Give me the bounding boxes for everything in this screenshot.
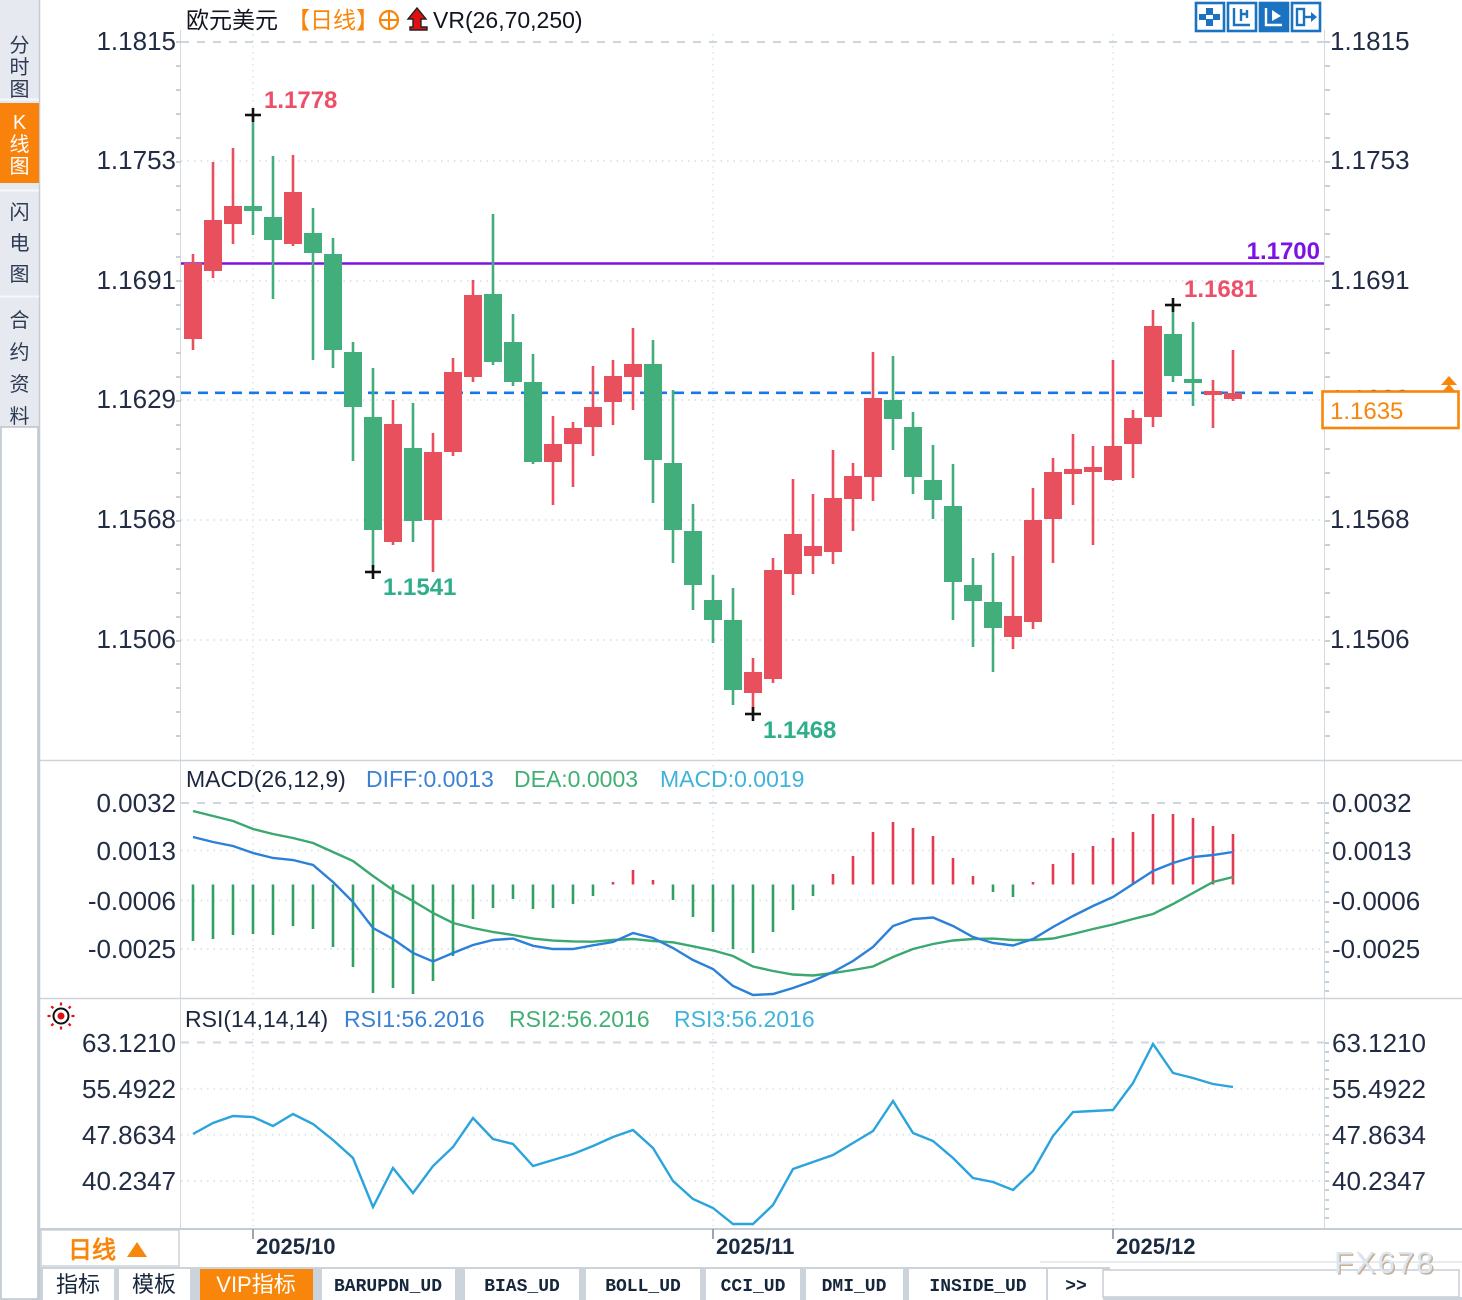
svg-text:1.1506: 1.1506 (1330, 624, 1410, 654)
svg-text:2025/10: 2025/10 (256, 1234, 336, 1259)
svg-text:1.1691: 1.1691 (1330, 265, 1410, 295)
svg-text:欧元美元: 欧元美元 (186, 7, 278, 33)
svg-text:FX678: FX678 (1336, 1247, 1437, 1282)
svg-text:约: 约 (10, 341, 30, 364)
svg-text:闪: 闪 (10, 201, 30, 224)
svg-text:63.1210: 63.1210 (82, 1028, 176, 1058)
svg-text:1.1700: 1.1700 (1247, 238, 1320, 265)
svg-text:-0.0025: -0.0025 (88, 934, 176, 964)
svg-text:MACD(26,12,9): MACD(26,12,9) (186, 766, 346, 792)
svg-text:DEA:0.0003: DEA:0.0003 (514, 766, 638, 792)
svg-text:分: 分 (10, 34, 30, 57)
svg-text:0.0032: 0.0032 (1332, 788, 1412, 818)
svg-text:时: 时 (10, 56, 30, 79)
svg-text:资: 资 (10, 373, 30, 396)
svg-text:线: 线 (10, 133, 30, 156)
svg-text:1.1568: 1.1568 (1330, 504, 1410, 534)
svg-text:指标: 指标 (56, 1272, 100, 1297)
svg-text:【日线】: 【日线】 (287, 7, 379, 33)
svg-text:BIAS_UD: BIAS_UD (484, 1277, 560, 1297)
svg-text:1.1681: 1.1681 (1184, 276, 1257, 303)
svg-text:-0.0006: -0.0006 (1332, 886, 1420, 916)
svg-text:1.1568: 1.1568 (96, 504, 176, 534)
svg-text:2025/11: 2025/11 (716, 1234, 794, 1259)
svg-text:-0.0006: -0.0006 (88, 886, 176, 916)
svg-text:47.8634: 47.8634 (1332, 1120, 1426, 1150)
svg-text:RSI1:56.2016: RSI1:56.2016 (344, 1006, 485, 1032)
svg-text:1.1629: 1.1629 (96, 384, 176, 414)
svg-text:VR(26,70,250): VR(26,70,250) (433, 7, 583, 33)
svg-text:1.1541: 1.1541 (383, 574, 456, 601)
svg-text:CCI_UD: CCI_UD (721, 1277, 786, 1297)
svg-text:47.8634: 47.8634 (82, 1120, 176, 1150)
svg-text:0.0032: 0.0032 (96, 788, 176, 818)
svg-text:RSI3:56.2016: RSI3:56.2016 (674, 1006, 815, 1032)
svg-text:合: 合 (10, 309, 30, 332)
svg-text:INSIDE_UD: INSIDE_UD (929, 1277, 1026, 1297)
svg-text:-0.0025: -0.0025 (1332, 934, 1420, 964)
svg-text:40.2347: 40.2347 (1332, 1166, 1426, 1196)
svg-text:1.1506: 1.1506 (96, 624, 176, 654)
svg-text:MACD:0.0019: MACD:0.0019 (660, 766, 804, 792)
svg-text:1.1815: 1.1815 (96, 26, 176, 56)
svg-text:日线: 日线 (68, 1237, 116, 1264)
svg-text:DMI_UD: DMI_UD (822, 1277, 887, 1297)
svg-text:料: 料 (10, 405, 30, 428)
svg-text:BARUPDN_UD: BARUPDN_UD (334, 1277, 442, 1297)
svg-text:1.1778: 1.1778 (264, 87, 337, 114)
svg-text:0.0013: 0.0013 (96, 836, 176, 866)
svg-text:1.1753: 1.1753 (1330, 145, 1410, 175)
svg-text:RSI(14,14,14): RSI(14,14,14) (185, 1006, 328, 1032)
svg-text:55.4922: 55.4922 (82, 1074, 176, 1104)
svg-text:>>: >> (1065, 1277, 1087, 1297)
svg-text:1.1468: 1.1468 (763, 717, 836, 744)
svg-text:63.1210: 63.1210 (1332, 1028, 1426, 1058)
svg-text:DIFF:0.0013: DIFF:0.0013 (366, 766, 494, 792)
svg-text:1.1691: 1.1691 (96, 265, 176, 295)
svg-text:K: K (13, 112, 27, 134)
svg-text:2025/12: 2025/12 (1116, 1234, 1196, 1259)
svg-text:图: 图 (10, 79, 30, 101)
svg-text:模板: 模板 (132, 1272, 176, 1297)
svg-text:1.1753: 1.1753 (96, 145, 176, 175)
svg-text:0.0013: 0.0013 (1332, 836, 1412, 866)
svg-text:电: 电 (10, 232, 30, 255)
svg-text:55.4922: 55.4922 (1332, 1074, 1426, 1104)
svg-text:1.1635: 1.1635 (1330, 398, 1403, 425)
svg-text:RSI2:56.2016: RSI2:56.2016 (509, 1006, 650, 1032)
svg-text:图: 图 (10, 156, 30, 178)
svg-text:40.2347: 40.2347 (82, 1166, 176, 1196)
svg-text:VIP指标: VIP指标 (216, 1272, 295, 1297)
svg-text:图: 图 (10, 264, 30, 286)
svg-text:1.1815: 1.1815 (1330, 26, 1410, 56)
svg-text:BOLL_UD: BOLL_UD (605, 1277, 681, 1297)
svg-text:FX678: FX678 (1334, 1245, 1435, 1280)
